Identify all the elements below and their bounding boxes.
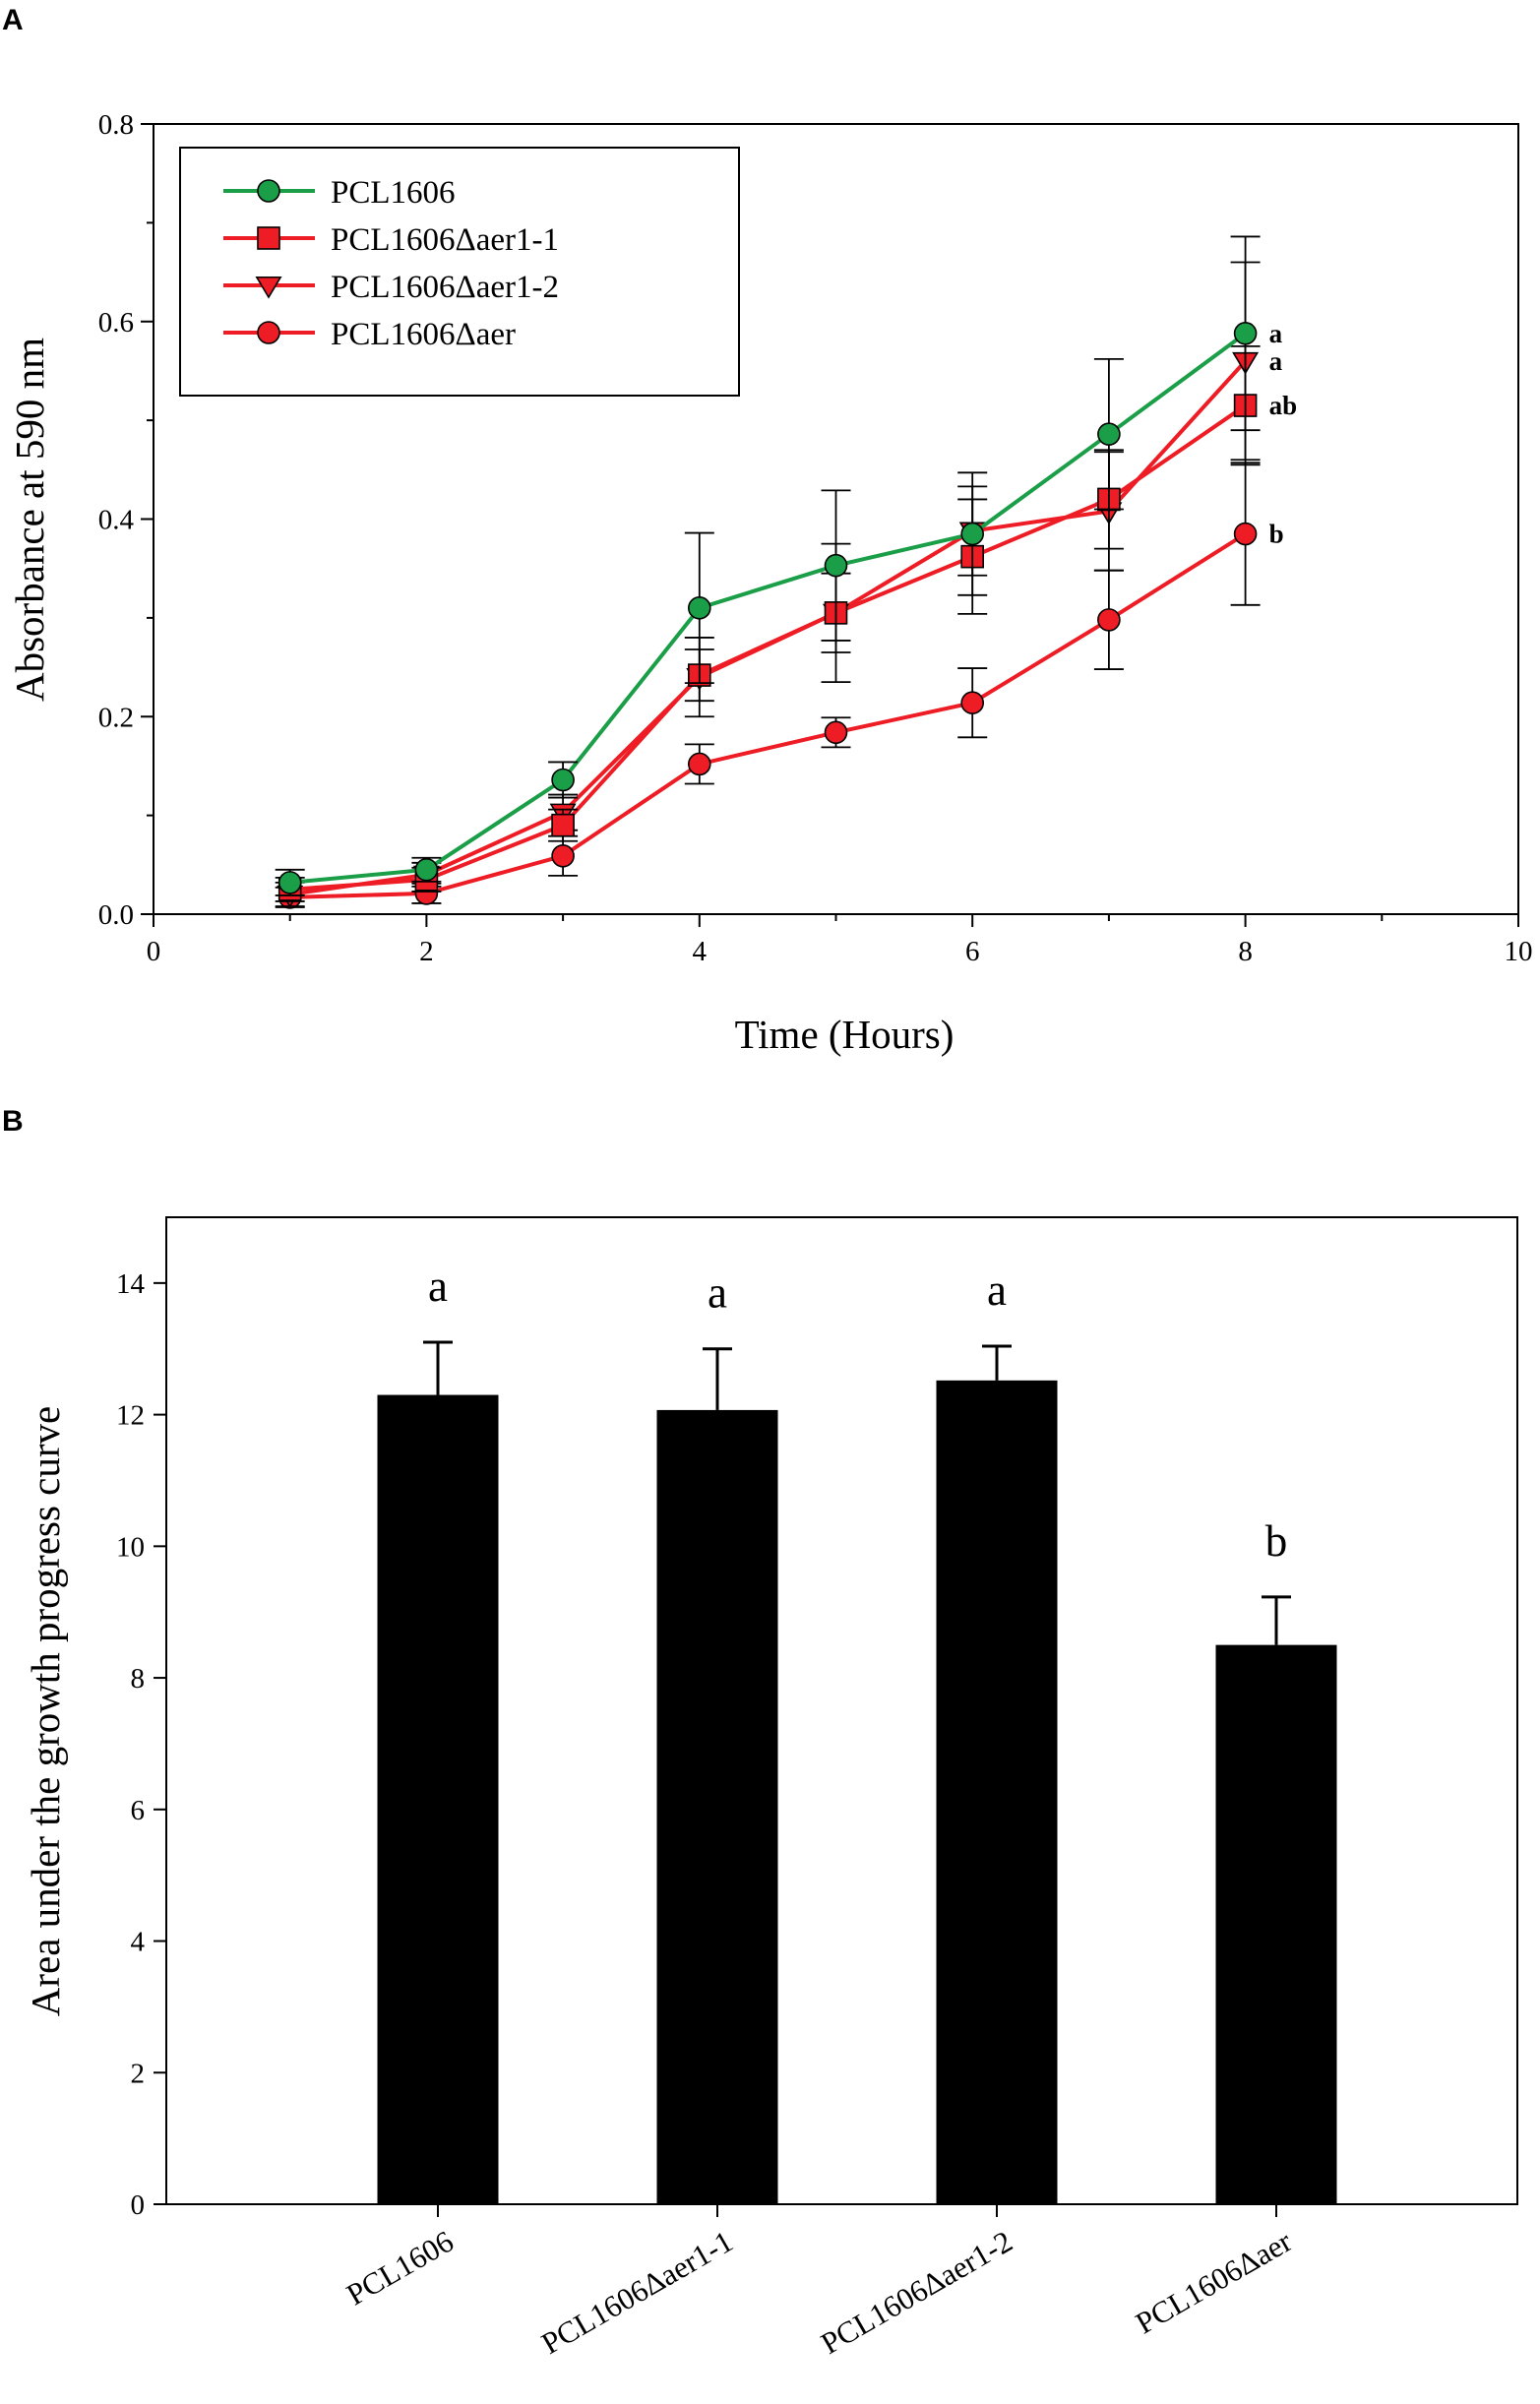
panel-b-axes: 0 2 4 6 8 10 12 14 <box>116 1268 166 2221</box>
x-tick-label: 0 <box>147 936 161 967</box>
x-tick-label: 8 <box>1238 936 1253 967</box>
y-tick-label: 0.6 <box>98 307 134 339</box>
x-tick-label: 4 <box>693 936 708 967</box>
x-tick-label: 6 <box>965 936 980 967</box>
y-tick-label: 12 <box>116 1400 145 1432</box>
y-tick-label: 0.2 <box>98 702 134 733</box>
data-point <box>960 522 985 546</box>
panel-a-y-axis-title: Absorbance at 590 nm <box>7 338 52 702</box>
y-tick-label: 2 <box>131 2058 146 2089</box>
y-tick-label: 6 <box>131 1795 146 1826</box>
significance-letter: a <box>428 1262 448 1311</box>
panel-a-legend: PCL1606 PCL1606Δaer1-1 PCL1606Δaer1-2 PCL16… <box>179 147 740 397</box>
bar-group: a PCL1606Δaer1-1 <box>535 1268 778 2361</box>
x-tick-label: 10 <box>1505 936 1533 967</box>
bar <box>1215 1644 1337 2204</box>
data-point <box>1097 608 1121 632</box>
significance-letter: b <box>1269 520 1284 549</box>
series-0 <box>275 235 1261 896</box>
bar-group: a PCL1606Δaer1-2 <box>815 1265 1058 2361</box>
data-point <box>687 596 711 620</box>
x-tick-label: PCL1606 <box>340 2224 459 2312</box>
legend-label: PCL1606Δaer1-2 <box>331 270 559 305</box>
series-line <box>289 403 1247 892</box>
data-point <box>551 843 575 868</box>
data-point <box>960 691 985 714</box>
bar <box>936 1380 1058 2204</box>
series-line <box>289 332 1247 885</box>
bar <box>656 1409 778 2204</box>
panel-a-letter: A <box>2 4 24 36</box>
panel-a-chart: A 0 2 4 6 8 10 0.0 0.2 0.4 0.6 0.8 Time (Hours) Ab… <box>2 4 1533 1057</box>
y-tick-label: 8 <box>131 1663 146 1695</box>
y-tick-label: 0.4 <box>98 505 135 536</box>
legend-marker <box>257 321 280 344</box>
significance-letter: a <box>1269 346 1283 376</box>
bar-group: b PCL1606Δaer <box>1130 1516 1337 2340</box>
panel-a-significance-layer: aa ab b <box>1269 319 1298 549</box>
legend-label: PCL1606Δaer1-1 <box>331 222 559 258</box>
significance-letter: a <box>708 1268 727 1318</box>
panel-a-axes: 0 2 4 6 8 10 0.0 0.2 0.4 0.6 0.8 <box>98 109 1533 967</box>
data-point <box>551 813 575 837</box>
panel-b-plot-frame <box>165 1216 1518 2205</box>
data-point <box>824 553 848 578</box>
y-tick-label: 4 <box>131 1927 146 1958</box>
legend-label: PCL1606 <box>331 175 456 211</box>
series-3 <box>275 462 1261 909</box>
significance-letter: ab <box>1269 391 1298 420</box>
x-tick-label: 2 <box>419 936 434 967</box>
significance-letter: b <box>1265 1516 1288 1566</box>
panel-b-chart: B 0 2 4 6 8 10 12 14 Area under the growth prog… <box>2 1105 1518 2361</box>
y-tick-label: 0.0 <box>98 899 134 931</box>
data-point <box>414 858 439 882</box>
data-point <box>824 720 848 745</box>
panel-a-series-layer <box>275 235 1261 909</box>
x-tick-label: PCL1606Δaer1-1 <box>535 2224 738 2361</box>
data-point <box>1233 321 1258 345</box>
y-tick-label: 0 <box>131 2189 146 2221</box>
significance-letter: a <box>1269 319 1283 348</box>
panel-b-y-axis-title: Area under the growth progress curve <box>23 1406 68 2016</box>
panel-a-x-axis-title: Time (Hours) <box>735 1012 955 1057</box>
panel-b-letter: B <box>2 1105 24 1138</box>
x-tick-label: PCL1606Δaer <box>1130 2223 1298 2340</box>
legend-marker <box>257 226 280 250</box>
series-line <box>289 531 1247 899</box>
legend-label: PCL1606Δaer <box>331 317 516 352</box>
data-point <box>687 752 711 776</box>
data-point <box>1233 522 1258 546</box>
significance-letter: a <box>987 1265 1007 1315</box>
x-tick-label: PCL1606Δaer1-2 <box>815 2224 1017 2361</box>
panel-b-bars-layer: a PCL1606 a PCL1606Δaer1-1 a PCL1606Δaer1-2 b P… <box>340 1262 1337 2361</box>
bar-group: a PCL1606 <box>340 1262 499 2312</box>
legend-marker <box>257 179 280 203</box>
bar <box>377 1394 499 2204</box>
data-point <box>1097 422 1121 446</box>
y-tick-label: 0.8 <box>98 109 134 141</box>
data-point <box>277 871 302 894</box>
data-point <box>551 768 575 792</box>
legend-marker <box>255 276 282 299</box>
y-tick-label: 10 <box>116 1531 145 1563</box>
y-tick-label: 14 <box>116 1268 146 1300</box>
